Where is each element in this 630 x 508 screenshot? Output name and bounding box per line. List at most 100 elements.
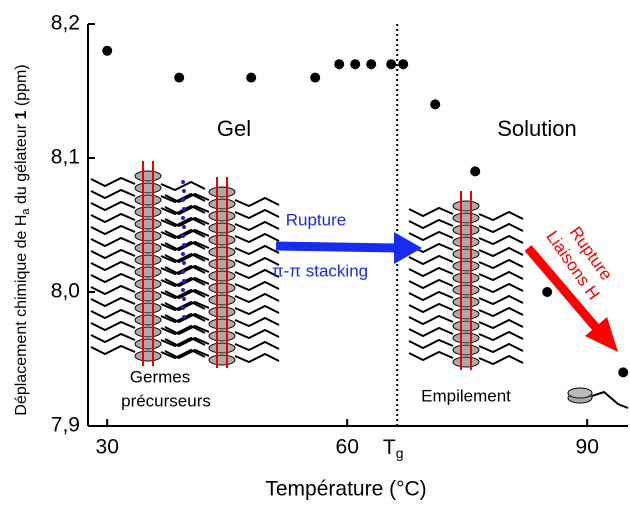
pi-dot [182,261,186,265]
disc [134,314,162,326]
alkyl-chain [164,252,210,264]
alkyl-chain [408,326,454,338]
pi-dot [181,288,185,292]
data-point [366,59,377,70]
alkyl-chain [160,348,206,360]
alkyl-chain [234,280,280,292]
disc [567,387,593,399]
pi-dot [182,207,186,211]
alkyl-chain [90,284,136,296]
disc [134,266,162,278]
disc [134,182,162,194]
alkyl-chain [478,222,524,234]
annotation: Empilement [421,386,511,405]
disc [452,344,480,356]
y-tick-label: 8,0 [51,280,80,303]
pi-dot [182,189,186,193]
alkyl-chain [478,354,524,366]
alkyl-chain [591,390,629,409]
annotation: Gel [217,116,251,141]
alkyl-chain [164,264,210,276]
alkyl-chain [164,204,210,216]
alkyl-chain [164,288,210,300]
annotation: Rupture [286,210,346,229]
pi-dot [181,234,185,238]
tg-label-main: T [383,436,396,459]
tg-label: Tg [383,436,404,461]
alkyl-chain [90,320,136,332]
alkyl-chain [160,336,206,348]
alkyl-chain [408,314,454,326]
alkyl-chain [90,332,136,344]
alkyl-chain [164,336,210,348]
alkyl-chain [234,304,280,316]
annotation: π-π stacking [272,261,368,280]
disc [134,290,162,302]
x-tick-label: 30 [96,436,119,459]
y-label-part: 1 [13,111,30,120]
alkyl-chain [408,290,454,302]
disc [452,272,480,284]
alkyl-chain [408,302,454,314]
arrow-shaft [275,241,399,253]
disc [452,356,480,368]
pi-dot [181,306,185,310]
alkyl-chain [164,312,210,324]
arrow-head [394,232,422,264]
disc [452,236,480,248]
alkyl-chain [234,292,280,304]
disc [134,218,162,230]
alkyl-chain [164,348,210,360]
x-tick-label: 90 [576,436,599,459]
alkyl-chain [234,352,280,364]
annotation: précurseurs [121,391,211,410]
data-point [246,72,257,83]
alkyl-chain [164,228,210,240]
data-point [350,59,361,70]
alkyl-chain [408,338,454,350]
alkyl-chain [90,236,136,248]
molecule-stack [90,161,206,366]
disc [452,296,480,308]
alkyl-chain [234,232,280,244]
alkyl-chain [478,210,524,222]
alkyl-chain [408,206,454,218]
disc [208,330,236,342]
disc [452,260,480,272]
disc [134,242,162,254]
y-label-part: a [20,208,32,215]
alkyl-chain [234,256,280,268]
disc [452,308,480,320]
disc [452,248,480,260]
disc [208,246,236,258]
pi-dot [181,216,185,220]
alkyl-chain [90,224,136,236]
disc [208,186,236,198]
pi-dot [181,252,185,256]
pi-dot [181,180,185,184]
disc [208,234,236,246]
pi-dot [182,279,186,283]
annotation: Solution [497,116,577,141]
alkyl-chain [408,266,454,278]
alkyl-chain [478,258,524,270]
disc [208,282,236,294]
disc [208,258,236,270]
alkyl-chain [408,230,454,242]
alkyl-chain [408,254,454,266]
x-tick-label: 60 [336,436,359,459]
disc [208,354,236,366]
alkyl-chain [160,216,206,228]
alkyl-chain [234,328,280,340]
data-point [618,367,629,378]
data-point [398,59,409,70]
disc [208,210,236,222]
disc [134,278,162,290]
data-point [174,72,185,83]
disc [208,342,236,354]
disc [134,302,162,314]
disc [208,318,236,330]
disc [208,222,236,234]
alkyl-chain [478,318,524,330]
